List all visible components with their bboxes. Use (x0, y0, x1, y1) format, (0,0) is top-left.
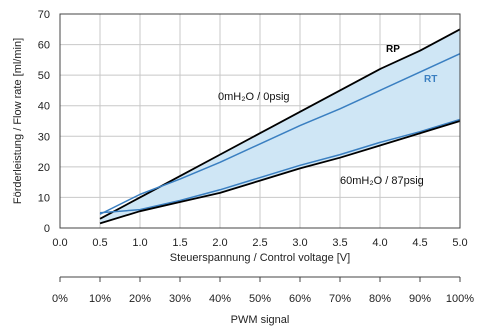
x-axis-label: Steuerspannung / Control voltage [V] (170, 252, 350, 264)
series-label-rt: RT (424, 74, 437, 85)
y-tick-label: 40 (38, 101, 50, 113)
x-tick-label: 2.5 (252, 237, 267, 249)
flow-range-band (100, 29, 460, 224)
pwm-axis-label: PWM signal (231, 314, 290, 326)
y-tick-label: 60 (38, 40, 50, 52)
y-tick-label: 0 (44, 223, 50, 235)
y-tick-label: 10 (38, 192, 50, 204)
pwm-tick-label: 30% (169, 293, 191, 305)
x-tick-label: 3.5 (332, 237, 347, 249)
y-tick-label: 30 (38, 131, 50, 143)
x-tick-labels: 0.0 0.5 1.0 1.5 2.0 2.5 3.0 3.5 4.0 4.5 5.0 (52, 237, 467, 249)
x-tick-label: 1.0 (132, 237, 147, 249)
x-tick-label: 5.0 (452, 237, 467, 249)
y-axis-label: Förderleistung / Flow rate [ml/min] (12, 38, 24, 204)
pwm-tick-labels: 0% 10% 20% 30% 40% 50% 60% 70% 80% 90% 100% (52, 277, 474, 305)
x-tick-label: 4.5 (412, 237, 427, 249)
x-tick-label: 0.5 (92, 237, 107, 249)
series-line-1 (99, 53, 461, 215)
series-lines (99, 28, 461, 225)
pwm-tick-label: 20% (129, 293, 151, 305)
pwm-tick-label: 50% (249, 293, 271, 305)
annotation-lower: 60mH₂O / 87psig (340, 175, 424, 187)
y-tick-label: 20 (38, 162, 50, 174)
annotation-upper: 0mH₂O / 0psig (218, 91, 290, 103)
plot-frame (59, 13, 461, 229)
series-line-2 (99, 118, 461, 214)
y-tick-labels: 0 10 20 30 40 50 60 70 (38, 9, 50, 235)
x-tick-label: 0.0 (52, 237, 67, 249)
series-line-3 (99, 120, 461, 225)
x-tick-label: 2.0 (212, 237, 227, 249)
pwm-tick-label: 100% (446, 293, 474, 305)
y-tick-label: 70 (38, 9, 50, 21)
x-tick-label: 3.0 (292, 237, 307, 249)
pwm-tick-label: 10% (89, 293, 111, 305)
pwm-tick-label: 40% (209, 293, 231, 305)
y-tick-label: 50 (38, 70, 50, 82)
pwm-tick-label: 60% (289, 293, 311, 305)
pwm-tick-label: 0% (52, 293, 68, 305)
x-tick-label: 1.5 (172, 237, 187, 249)
pwm-tick-label: 90% (409, 293, 431, 305)
x-tick-label: 4.0 (372, 237, 387, 249)
pwm-tick-label: 80% (369, 293, 391, 305)
pwm-tick-label: 70% (329, 293, 351, 305)
series-label-rp: RP (386, 44, 400, 55)
